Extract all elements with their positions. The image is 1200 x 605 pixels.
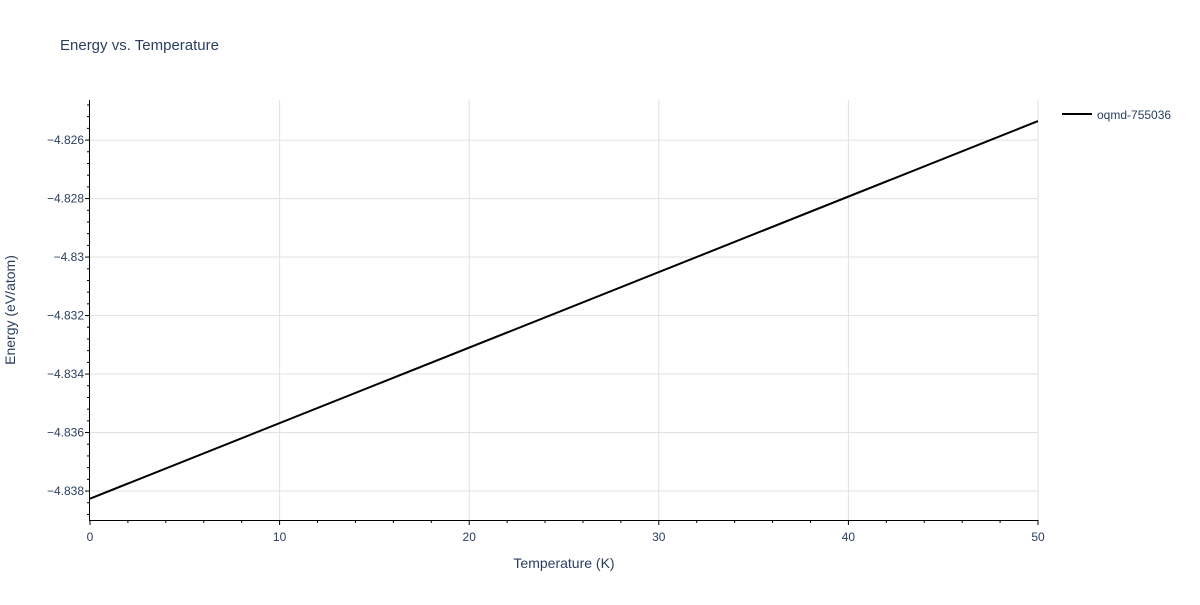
x-axis-label: Temperature (K) <box>513 555 614 571</box>
series-line <box>89 120 1039 500</box>
legend[interactable]: oqmd-755036 <box>1062 108 1171 122</box>
x-tick-label: 50 <box>1031 530 1045 544</box>
y-tick-label: −4.834 <box>47 367 84 381</box>
legend-label[interactable]: oqmd-755036 <box>1097 108 1171 122</box>
y-tick-label: −4.826 <box>47 133 84 147</box>
y-axis-label: Energy (eV/atom) <box>2 255 18 365</box>
x-tick-label: 0 <box>87 530 94 544</box>
x-tick-label: 40 <box>842 530 856 544</box>
y-tick-label: −4.828 <box>47 192 84 206</box>
chart-title: Energy vs. Temperature <box>60 37 219 54</box>
y-tick-label: −4.832 <box>47 309 84 323</box>
y-tick-label: −4.836 <box>47 426 84 440</box>
x-tick-label: 20 <box>463 530 477 544</box>
x-tick-label: 10 <box>273 530 287 544</box>
y-tick-label: −4.838 <box>47 484 84 498</box>
y-tick-label: −4.83 <box>54 250 85 264</box>
x-tick-label: 30 <box>652 530 666 544</box>
